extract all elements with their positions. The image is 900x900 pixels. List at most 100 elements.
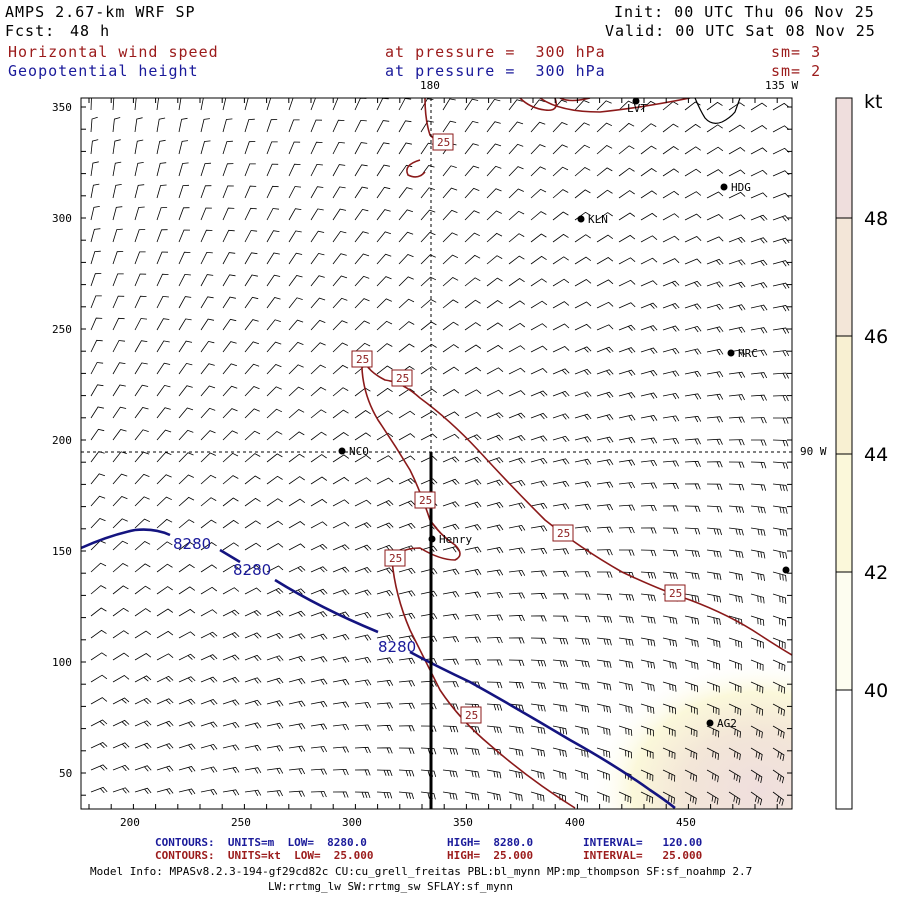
wind-barb: [200, 542, 217, 551]
wind-barb: [662, 460, 679, 467]
contour-label-25: 25: [391, 369, 413, 387]
wind-barb: [310, 141, 323, 155]
field2-level: at pressure = 300 hPa: [385, 62, 606, 80]
wind-barb: [266, 431, 283, 441]
wind-barb: [310, 454, 327, 463]
wind-barb: [398, 478, 416, 485]
wind-barb: [486, 412, 504, 419]
wind-barb: [640, 637, 656, 647]
wind-barb: [222, 699, 240, 706]
wind-barb: [222, 609, 240, 617]
wind-barb: [354, 791, 371, 799]
wind-barb: [112, 139, 121, 155]
wind-barb: [222, 542, 239, 551]
wind-barb: [398, 680, 415, 687]
wind-barb: [222, 140, 233, 155]
svg-text:25: 25: [396, 372, 409, 385]
wind-barb: [552, 122, 568, 133]
wind-barb: [332, 320, 348, 331]
wind-barb: [442, 456, 460, 463]
wind-barb: [332, 679, 350, 686]
wind-barb: [222, 676, 240, 684]
wind-barb: [530, 390, 548, 397]
wind-barb: [530, 368, 548, 375]
wind-barb: [178, 586, 196, 595]
field2-smoothing: sm= 2: [771, 62, 822, 80]
wind-barb: [618, 100, 634, 111]
wind-barb: [310, 611, 328, 618]
wind-barb: [310, 521, 328, 529]
wind-barb: [706, 483, 723, 490]
wind-barb: [640, 703, 655, 714]
wind-barb: [530, 300, 548, 309]
wind-barb: [530, 791, 545, 802]
wind-barb: [530, 188, 547, 199]
wind-barb: [728, 102, 745, 111]
wind-barb: [310, 230, 325, 243]
wind-barb: [618, 437, 636, 444]
wind-barb: [772, 615, 786, 627]
wind-barb: [398, 164, 413, 177]
wind-barb: [156, 541, 173, 551]
wind-barb: [728, 259, 746, 266]
wind-barb: [530, 412, 548, 420]
wind-barb: [750, 372, 768, 379]
wind-barb: [90, 697, 108, 705]
wind-barb: [552, 278, 570, 287]
wind-barb: [178, 766, 196, 773]
wind-barb: [112, 406, 127, 419]
wind-barb: [200, 788, 218, 796]
wind-barb: [530, 121, 546, 133]
wind-barb: [178, 407, 194, 419]
wind-barb: [552, 144, 568, 155]
wind-barb: [90, 317, 103, 331]
wind-barb: [662, 235, 680, 243]
wind-barb: [640, 593, 656, 602]
wind-barb: [750, 192, 768, 199]
wind-barb: [134, 541, 151, 551]
wind-barb: [596, 391, 614, 399]
wind-barb: [530, 725, 546, 735]
wind-barb: [376, 791, 393, 799]
wind-barb: [750, 259, 768, 267]
wind-barb: [552, 413, 570, 420]
wind-barb: [266, 163, 279, 177]
wind-barb: [420, 568, 438, 575]
wind-barb: [640, 123, 657, 133]
wind-barb: [508, 345, 526, 353]
wind-barb: [574, 593, 591, 600]
wind-barb: [376, 679, 394, 687]
wind-barb: [354, 231, 369, 243]
colorbar-tick: 48: [864, 208, 889, 230]
wind-barb: [596, 593, 613, 601]
wind-barb: [640, 190, 658, 199]
wind-barb: [772, 395, 789, 402]
wind-barb: [244, 408, 260, 419]
y-tick-label: 350: [52, 101, 72, 114]
wind-barb: [398, 433, 416, 441]
wind-barb: [684, 681, 698, 693]
wind-barb: [508, 457, 526, 464]
wind-barb: [706, 258, 724, 266]
wind-barb: [354, 454, 372, 463]
wind-barb: [288, 409, 305, 419]
wind-barb: [552, 615, 569, 622]
wind-barb: [442, 366, 460, 375]
wind-barb: [750, 615, 765, 626]
wind-barb: [288, 655, 306, 663]
wind-barb: [266, 319, 281, 331]
wind-barb: [552, 503, 570, 510]
wind-barb: [288, 768, 306, 775]
wind-barb: [244, 722, 262, 729]
wind-barb: [398, 590, 416, 597]
wind-barb: [288, 163, 301, 177]
wind-barb: [398, 187, 413, 199]
wind-barb: [684, 747, 698, 760]
wind-barb: [508, 769, 523, 779]
wind-barb: [750, 461, 767, 469]
wind-barb: [376, 164, 390, 177]
wind-barb: [662, 415, 680, 422]
wind-barb: [464, 569, 482, 576]
wind-barb: [134, 518, 151, 529]
wind-barb: [442, 769, 458, 778]
